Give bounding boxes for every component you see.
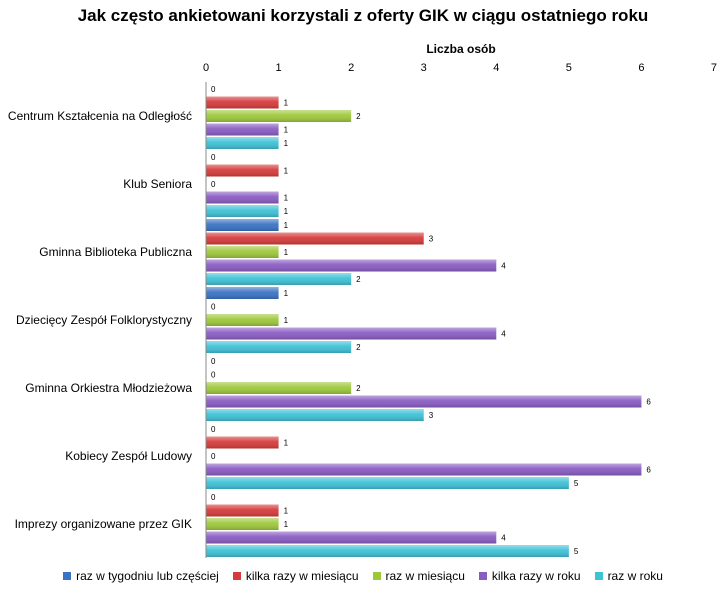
bar-shading <box>206 341 352 353</box>
category-label: Gminna Orkiestra Młodzieżowa <box>25 381 192 395</box>
bar-shading <box>206 110 352 122</box>
x-tick-label: 5 <box>566 62 572 74</box>
bar-shading <box>206 123 279 136</box>
data-label: 5 <box>574 547 579 556</box>
data-label: 1 <box>284 248 289 257</box>
data-label: 1 <box>284 139 289 148</box>
bar-shading <box>206 246 279 258</box>
data-label: 4 <box>501 534 506 543</box>
data-label: 1 <box>284 289 289 298</box>
data-label: 0 <box>211 452 216 461</box>
category-label: Klub Seniora <box>123 177 192 191</box>
legend: raz w tygodniu lub częściej kilka razy w … <box>0 569 726 583</box>
data-label: 6 <box>646 398 651 407</box>
legend-item: kilka razy w roku <box>478 569 581 583</box>
legend-item: raz w tygodniu lub częściej <box>63 569 219 583</box>
x-axis-title: Liczba osób <box>426 42 495 56</box>
legend-item: raz w miesiącu <box>372 569 465 583</box>
category-label: Dziecięcy Zespół Folklorystyczny <box>16 313 192 327</box>
data-label: 1 <box>284 207 289 216</box>
data-label: 2 <box>356 275 361 284</box>
bar-shading <box>206 436 279 449</box>
data-label: 2 <box>356 112 361 121</box>
bar-shading <box>206 477 569 489</box>
x-tick-label: 1 <box>276 62 282 74</box>
legend-label: kilka razy w roku <box>491 569 581 583</box>
data-label: 1 <box>284 126 289 135</box>
x-tick-label: 7 <box>711 62 717 74</box>
category-label: Centrum Kształcenia na Odległość <box>8 109 192 123</box>
x-tick-label: 6 <box>638 62 644 74</box>
chart-title: Jak często ankietowani korzystali z ofer… <box>77 6 649 25</box>
legend-label: raz w roku <box>607 569 663 583</box>
data-label: 1 <box>284 221 289 230</box>
data-label: 4 <box>501 262 506 271</box>
legend-swatch <box>478 572 487 580</box>
x-tick-label: 4 <box>493 62 499 74</box>
data-label: 1 <box>284 507 289 516</box>
bar-shading <box>206 191 279 204</box>
data-label: 0 <box>211 153 216 162</box>
data-label: 2 <box>356 384 361 393</box>
data-label: 1 <box>284 99 289 108</box>
legend-swatch <box>63 572 72 580</box>
bar-shading <box>206 273 352 285</box>
category-label: Gminna Biblioteka Publiczna <box>39 245 192 259</box>
bar-shading <box>206 287 279 299</box>
legend-label: raz w miesiącu <box>385 569 465 583</box>
bar-shading <box>206 504 279 517</box>
bar-shading <box>206 395 642 408</box>
legend-swatch <box>594 572 603 580</box>
category-label: Imprezy organizowane przez GIK <box>15 517 192 531</box>
bar-shading <box>206 314 279 326</box>
bar-shading <box>206 205 279 217</box>
data-label: 0 <box>211 371 216 380</box>
category-label: Kobiecy Zespół Ludowy <box>65 449 192 463</box>
data-label: 2 <box>356 343 361 352</box>
bar-shading <box>206 327 497 340</box>
x-tick-label: 2 <box>348 62 354 74</box>
data-label: 5 <box>574 479 579 488</box>
bar-shading <box>206 96 279 109</box>
data-label: 0 <box>211 357 216 366</box>
bar-shading <box>206 219 279 231</box>
bar-shading <box>206 382 352 394</box>
data-label: 1 <box>284 316 289 325</box>
data-label: 1 <box>284 194 289 203</box>
data-label: 6 <box>646 466 651 475</box>
data-label: 0 <box>211 85 216 94</box>
x-tick-label: 0 <box>203 62 209 74</box>
bar-shading <box>206 137 279 149</box>
data-label: 1 <box>284 520 289 529</box>
bar-shading <box>206 232 424 245</box>
data-label: 1 <box>284 439 289 448</box>
bar-shading <box>206 259 497 272</box>
data-label: 4 <box>501 330 506 339</box>
legend-label: raz w tygodniu lub częściej <box>76 569 219 583</box>
data-label: 0 <box>211 303 216 312</box>
data-label: 0 <box>211 493 216 502</box>
data-label: 3 <box>429 235 434 244</box>
bar-shading <box>206 545 569 557</box>
legend-item: kilka razy w miesiącu <box>232 569 359 583</box>
bar-shading <box>206 409 424 421</box>
bar-shading <box>206 518 279 530</box>
data-label: 0 <box>211 180 216 189</box>
data-label: 0 <box>211 425 216 434</box>
bar-shading <box>206 531 497 544</box>
legend-item: raz w roku <box>594 569 663 583</box>
data-label: 1 <box>284 167 289 176</box>
x-tick-label: 3 <box>421 62 427 74</box>
bar-shading <box>206 164 279 177</box>
legend-swatch <box>232 572 241 580</box>
bar-shading <box>206 463 642 476</box>
data-label: 3 <box>429 411 434 420</box>
legend-label: kilka razy w miesiącu <box>245 569 359 583</box>
legend-swatch <box>372 572 381 580</box>
